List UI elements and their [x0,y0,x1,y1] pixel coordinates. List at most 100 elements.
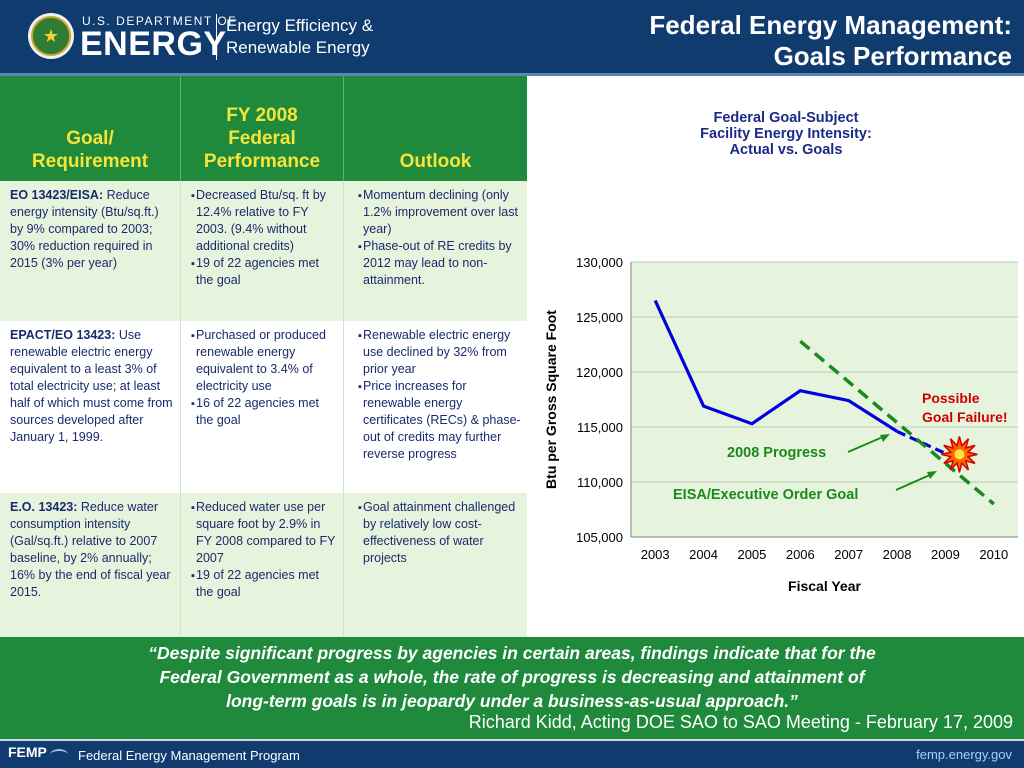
goal-lead: EPACT/EO 13423: [10,328,116,342]
bullet-item: 16 of 22 agencies met the goal [191,395,337,429]
quote-text: “Despite significant progress by agencie… [60,641,964,713]
goal-cell: EO 13423/EISA: Reduce energy intensity (… [0,181,180,321]
x-tick-label: 2007 [834,547,863,562]
quote-line3-text: long-term goals is in jeopardy under a b… [226,691,790,711]
femp-wave-icon [50,749,68,761]
goals-table: Goal/Requirement FY 2008 Federal Performan… [0,76,527,637]
goal-arrowhead [927,471,937,479]
chart-title-line1: Federal Goal-Subject [713,110,859,126]
goal-failure-burst-center [954,449,965,460]
header-stripe [0,73,1024,76]
table-row: EPACT/EO 13423: Use renewable electric e… [0,321,527,493]
footer-url-link[interactable]: femp.energy.gov [916,747,1012,762]
footer-bar: FEMP Federal Energy Management Program f… [0,739,1024,768]
x-tick-label: 2010 [979,547,1008,562]
logo-divider [216,14,217,60]
header-perf-line2: Federal [228,128,296,149]
series-line [799,339,995,506]
slide-title-line2: Goals Performance [773,41,1012,71]
y-tick-label: 115,000 [577,420,623,435]
doe-energy-wordmark: ENERGY [80,25,227,63]
bullet-text: 19 of 22 agencies met the goal [196,568,319,599]
y-tick-label: 110,000 [577,475,623,490]
chart-title-line3: Actual vs. Goals [729,142,843,158]
series-line [896,429,947,455]
close-quote-mark: ” [789,691,798,711]
x-tick-label: 2004 [689,547,718,562]
progress-annotation-arrow [847,435,886,453]
progress-arrowhead [880,434,890,442]
goal-annotation-arrow [895,473,933,491]
quote-attribution: Richard Kidd, Acting DOE SAO to SAO Meet… [468,712,1013,732]
table-row: E.O. 13423: Reduce water consumption int… [0,493,527,637]
header-bar [0,0,1024,73]
bullet-text: Price increases for renewable energy cer… [363,379,521,461]
bullet-text: Momentum declining (only 1.2% improvemen… [363,188,518,236]
header-goal: Goal/Requirement [0,76,180,181]
y-tick-label: 105,000 [576,530,623,545]
slide-title: Federal Energy Management: Goals Perform… [649,10,1012,72]
chart-title-line2: Facility Energy Intensity: [700,126,872,142]
bullet-text: Phase-out of RE credits by 2012 may lead… [363,239,512,287]
series-line [653,299,898,433]
y-tick-label: 125,000 [576,310,623,325]
quote-banner [0,637,1024,739]
bullet-item: 19 of 22 agencies met the goal [191,567,337,601]
x-tick-label: 2009 [931,547,960,562]
possible-goal-failure-label: Possible [922,390,980,406]
table-header: Goal/Requirement FY 2008 Federal Performan… [0,76,527,181]
bullet-item: Price increases for renewable energy cer… [358,378,521,463]
goal-lead: E.O. 13423: [10,500,78,514]
bullet-item: Reduced water use per square foot by 2.9… [191,499,337,567]
y-axis-label: Btu per Gross Square Foot [543,310,559,489]
slide-title-line1: Federal Energy Management: [649,10,1012,40]
header-goal-line2: Requirement [31,151,149,172]
quote-line3: long-term goals is in jeopardy under a b… [60,689,964,713]
quote-line2: Federal Government as a whole, the rate … [159,667,865,687]
bullet-item: 19 of 22 agencies met the goal [191,255,337,289]
bullet-text: Purchased or produced renewable energy e… [196,328,326,393]
x-tick-label: 2005 [737,547,766,562]
performance-cell: Decreased Btu/sq. ft by 12.4% relative t… [180,181,344,321]
bullet-item: Renewable electric energy use declined b… [358,327,521,378]
bullet-text: Renewable electric energy use declined b… [363,328,511,376]
chart-title: Federal Goal-Subject Facility Energy Int… [640,110,932,158]
goal-lead: EO 13423/EISA: [10,188,104,202]
possible-goal-failure-label: Goal Failure! [922,409,1008,425]
header-outlook: Outlook [344,76,527,181]
x-tick-label: 2003 [641,547,670,562]
goal-text: Reduce water consumption intensity (Gal/… [10,500,171,599]
x-axis-label: Fiscal Year [788,578,861,594]
goal-cell: E.O. 13423: Reduce water consumption int… [0,493,180,637]
header-perf-line1: FY 2008 [226,105,298,126]
bullet-text: Reduced water use per square foot by 2.9… [196,500,336,565]
bullet-text: 19 of 22 agencies met the goal [196,256,319,287]
goal-text: Use renewable electric energy equivalent… [10,328,173,444]
doe-dept-text: U.S. DEPARTMENT OF [82,14,238,28]
eere-line2: Renewable Energy [226,38,370,57]
y-tick-label: 120,000 [576,365,623,380]
performance-cell: Reduced water use per square foot by 2.9… [180,493,344,637]
bullet-item: Decreased Btu/sq. ft by 12.4% relative t… [191,187,337,255]
bullet-text: 16 of 22 agencies met the goal [196,396,319,427]
goal-cell: EPACT/EO 13423: Use renewable electric e… [0,321,180,493]
eere-line1: Energy Efficiency & [226,16,374,35]
energy-intensity-chart: 105,000 110,000 115,000 120,000 125,000 130,0… [543,255,1018,594]
quote-line1: “Despite significant progress by agencie… [60,641,964,665]
femp-logo: FEMP [8,744,47,760]
bullet-text: Decreased Btu/sq. ft by 12.4% relative t… [196,188,326,253]
header-outlook-label: Outlook [399,151,472,172]
plot-area [631,262,1018,537]
doe-seal-icon: ★ [28,13,74,59]
bullet-text: Goal attainment challenged by relatively… [363,500,516,565]
table-row: EO 13423/EISA: Reduce energy intensity (… [0,181,527,321]
bullet-item: Purchased or produced renewable energy e… [191,327,337,395]
goal-annotation: EISA/Executive Order Goal [673,487,858,503]
bullet-item: Phase-out of RE credits by 2012 may lead… [358,238,521,289]
outlook-cell: Momentum declining (only 1.2% improvemen… [344,181,527,321]
header-perf-line3: Performance [203,151,321,172]
quote-line1-text: Despite significant progress by agencies… [157,643,876,663]
outlook-cell: Renewable electric energy use declined b… [344,321,527,493]
outlook-cell: Goal attainment challenged by relatively… [344,493,527,637]
x-tick-label: 2008 [883,547,912,562]
